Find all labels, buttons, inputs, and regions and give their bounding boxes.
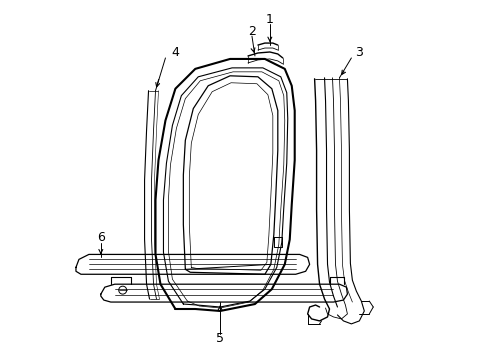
Text: 3: 3: [355, 46, 363, 59]
Text: 1: 1: [265, 13, 273, 26]
Text: 5: 5: [216, 332, 224, 345]
Text: 4: 4: [171, 46, 179, 59]
Text: 2: 2: [247, 24, 255, 38]
Text: 6: 6: [97, 231, 104, 244]
